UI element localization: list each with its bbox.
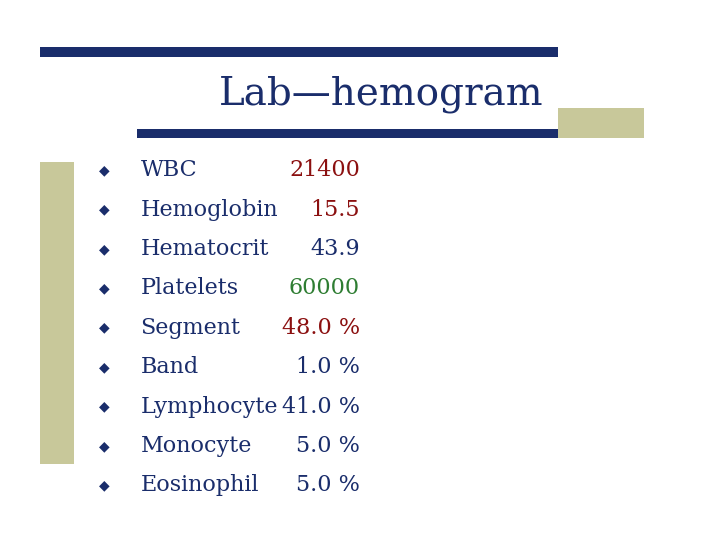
Text: ◆: ◆ — [99, 242, 109, 256]
Text: Monocyte: Monocyte — [140, 435, 252, 457]
Text: ◆: ◆ — [99, 321, 109, 335]
Text: Eosinophil: Eosinophil — [140, 475, 259, 496]
Text: WBC: WBC — [140, 159, 197, 181]
Text: 60000: 60000 — [289, 278, 360, 299]
Text: ◆: ◆ — [99, 400, 109, 414]
Text: Lymphocyte: Lymphocyte — [140, 396, 278, 417]
Text: 5.0 %: 5.0 % — [296, 475, 360, 496]
Text: ◆: ◆ — [99, 202, 109, 217]
Text: Band: Band — [140, 356, 199, 378]
Text: ◆: ◆ — [99, 478, 109, 492]
Text: Lab—hemogram: Lab—hemogram — [220, 76, 544, 113]
Text: 41.0 %: 41.0 % — [282, 396, 360, 417]
Text: ◆: ◆ — [99, 163, 109, 177]
Text: ◆: ◆ — [99, 439, 109, 453]
Text: 15.5: 15.5 — [310, 199, 360, 220]
Text: ◆: ◆ — [99, 281, 109, 295]
Text: Platelets: Platelets — [140, 278, 238, 299]
Text: 1.0 %: 1.0 % — [296, 356, 360, 378]
Text: ◆: ◆ — [99, 360, 109, 374]
Text: 43.9: 43.9 — [310, 238, 360, 260]
Text: Hemoglobin: Hemoglobin — [140, 199, 278, 220]
Text: 48.0 %: 48.0 % — [282, 317, 360, 339]
Text: 21400: 21400 — [289, 159, 360, 181]
Text: 5.0 %: 5.0 % — [296, 435, 360, 457]
Text: Segment: Segment — [140, 317, 240, 339]
Text: Hematocrit: Hematocrit — [140, 238, 269, 260]
